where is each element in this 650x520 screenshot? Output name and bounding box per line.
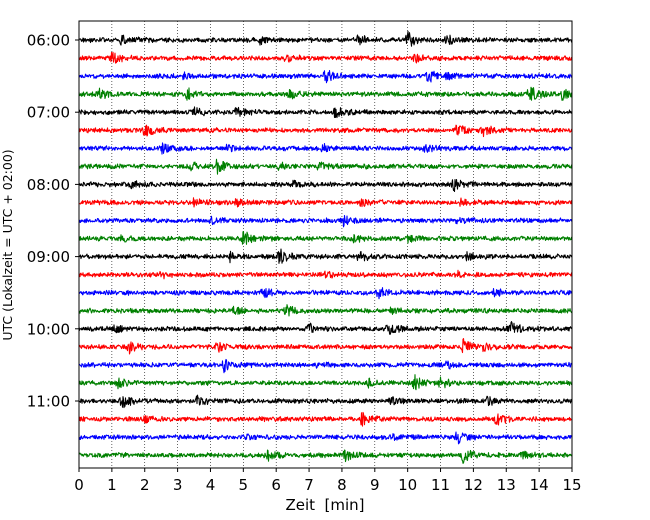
trace-0915 — [78, 269, 573, 280]
trace-0730 — [78, 142, 573, 155]
trace-1130 — [78, 431, 573, 445]
y-tick-label: 09:00 — [27, 248, 70, 266]
trace-0715 — [78, 124, 573, 138]
trace-0815 — [78, 197, 573, 208]
x-tick-label: 15 — [562, 476, 581, 494]
grid-lines — [111, 21, 540, 468]
x-tick-label: 11 — [431, 476, 450, 494]
x-tick-label: 1 — [107, 476, 117, 494]
y-axis-ticks: 06:00 07:00 08:00 09:00 10:00 11:00 — [27, 32, 79, 411]
x-tick-label: 3 — [173, 476, 183, 494]
trace-0745 — [78, 158, 573, 175]
x-tick-label: 8 — [337, 476, 347, 494]
seismic-traces — [78, 30, 573, 464]
trace-0600 — [78, 30, 573, 47]
trace-0630 — [78, 69, 573, 84]
trace-1000 — [78, 321, 573, 336]
x-axis-label: Zeit [min] — [285, 496, 364, 514]
trace-1030 — [78, 358, 573, 374]
y-axis-label: UTC (Lokalzeit = UTC + 02:00) — [0, 149, 15, 340]
trace-0930 — [78, 287, 573, 300]
trace-1015 — [78, 338, 573, 355]
x-tick-label: 14 — [530, 476, 549, 494]
trace-0800 — [78, 178, 573, 193]
x-tick-label: 0 — [74, 476, 84, 494]
x-tick-label: 13 — [497, 476, 516, 494]
trace-1115 — [78, 411, 573, 427]
x-tick-label: 12 — [464, 476, 483, 494]
trace-0945 — [78, 304, 573, 317]
trace-1100 — [78, 394, 573, 409]
x-axis-ticks: 0 1 2 3 4 5 6 7 8 9 10 11 12 13 14 15 — [74, 468, 582, 494]
x-tick-label: 6 — [271, 476, 281, 494]
y-tick-label: 10:00 — [27, 320, 70, 338]
trace-1045 — [78, 374, 573, 391]
x-tick-label: 2 — [140, 476, 150, 494]
y-tick-label: 11:00 — [27, 393, 70, 411]
y-tick-label: 06:00 — [27, 32, 70, 50]
y-tick-label: 07:00 — [27, 104, 70, 122]
plot-frame — [78, 20, 573, 469]
trace-1145 — [78, 449, 573, 464]
trace-0645 — [78, 86, 573, 101]
x-tick-label: 7 — [304, 476, 314, 494]
x-tick-label: 10 — [398, 476, 417, 494]
trace-0900 — [78, 248, 573, 264]
trace-0830 — [78, 215, 573, 228]
x-tick-label: 9 — [370, 476, 380, 494]
trace-0700 — [78, 106, 573, 119]
trace-0615 — [78, 51, 573, 64]
x-tick-label: 5 — [239, 476, 249, 494]
y-tick-label: 08:00 — [27, 176, 70, 194]
trace-0845 — [78, 231, 573, 245]
x-tick-label: 4 — [206, 476, 216, 494]
